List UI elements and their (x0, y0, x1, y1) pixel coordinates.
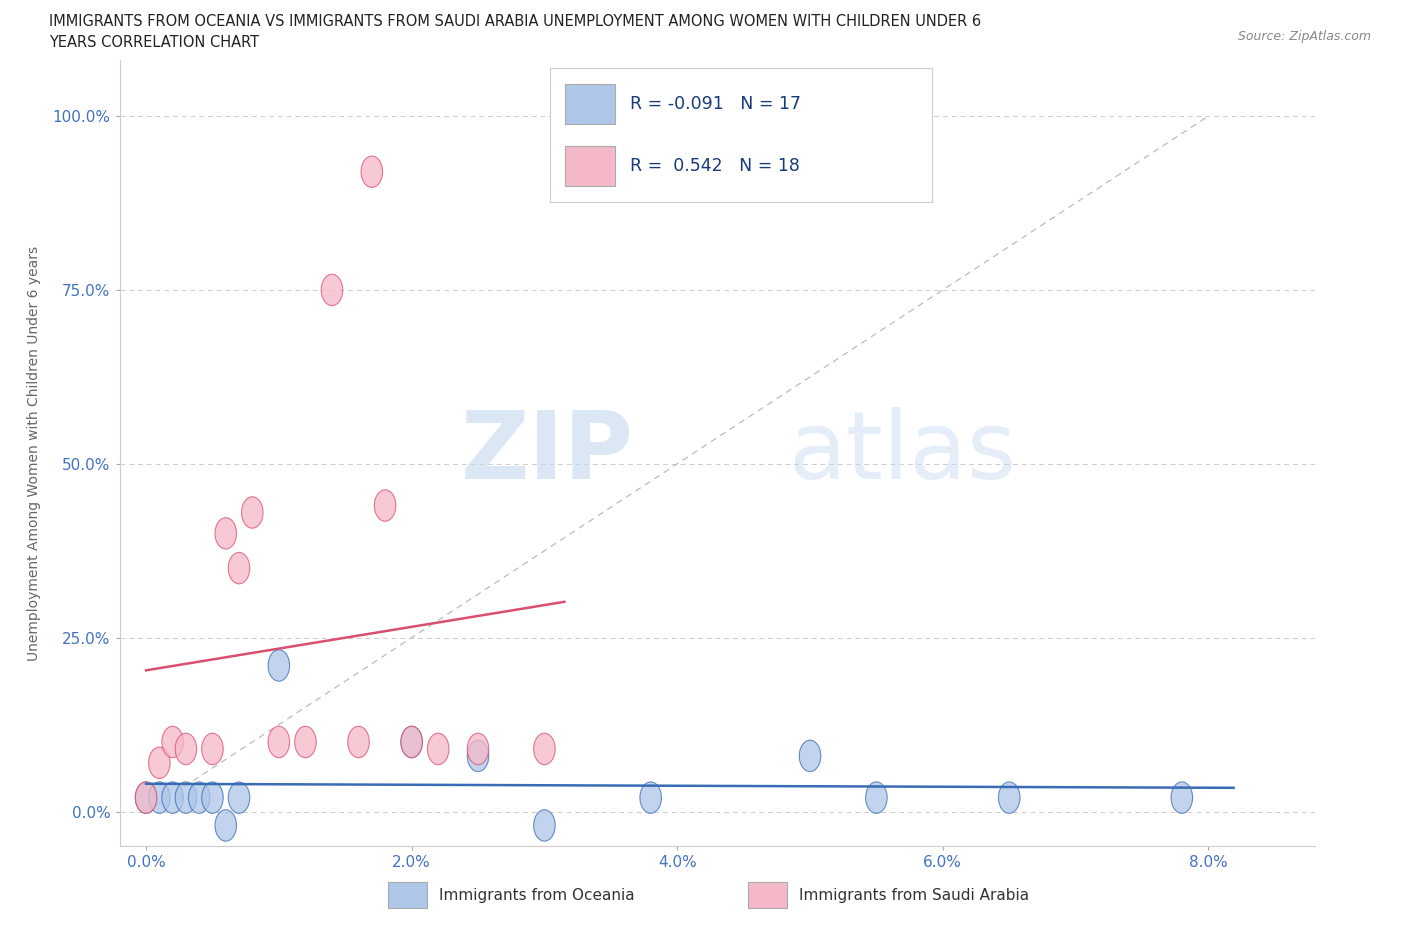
Ellipse shape (998, 782, 1019, 814)
Ellipse shape (467, 733, 489, 764)
Ellipse shape (321, 274, 343, 306)
Ellipse shape (427, 733, 449, 764)
Ellipse shape (149, 747, 170, 778)
Text: Immigrants from Oceania: Immigrants from Oceania (439, 887, 634, 903)
Ellipse shape (401, 726, 422, 758)
Bar (388, 883, 427, 908)
Ellipse shape (135, 782, 157, 814)
Ellipse shape (201, 782, 224, 814)
Text: ZIP: ZIP (461, 407, 633, 499)
Ellipse shape (1171, 782, 1192, 814)
Ellipse shape (162, 782, 183, 814)
Ellipse shape (149, 782, 170, 814)
Ellipse shape (347, 726, 370, 758)
Ellipse shape (866, 782, 887, 814)
Bar (748, 883, 787, 908)
Text: Source: ZipAtlas.com: Source: ZipAtlas.com (1237, 30, 1371, 43)
Ellipse shape (176, 782, 197, 814)
Ellipse shape (215, 518, 236, 549)
Ellipse shape (188, 782, 209, 814)
Text: YEARS CORRELATION CHART: YEARS CORRELATION CHART (49, 35, 259, 50)
Ellipse shape (201, 733, 224, 764)
Text: Immigrants from Saudi Arabia: Immigrants from Saudi Arabia (799, 887, 1029, 903)
Ellipse shape (228, 782, 250, 814)
Ellipse shape (135, 782, 157, 814)
Ellipse shape (361, 156, 382, 188)
Ellipse shape (269, 650, 290, 681)
Ellipse shape (242, 497, 263, 528)
Ellipse shape (534, 810, 555, 841)
Y-axis label: Unemployment Among Women with Children Under 6 years: Unemployment Among Women with Children U… (27, 246, 41, 661)
Ellipse shape (799, 740, 821, 772)
Ellipse shape (640, 782, 661, 814)
Ellipse shape (176, 733, 197, 764)
Ellipse shape (215, 810, 236, 841)
Ellipse shape (269, 726, 290, 758)
Ellipse shape (534, 733, 555, 764)
Ellipse shape (374, 490, 396, 521)
Text: atlas: atlas (789, 407, 1017, 499)
Ellipse shape (401, 726, 422, 758)
Ellipse shape (228, 552, 250, 584)
Text: IMMIGRANTS FROM OCEANIA VS IMMIGRANTS FROM SAUDI ARABIA UNEMPLOYMENT AMONG WOMEN: IMMIGRANTS FROM OCEANIA VS IMMIGRANTS FR… (49, 14, 981, 29)
Ellipse shape (467, 740, 489, 772)
Ellipse shape (295, 726, 316, 758)
Ellipse shape (162, 726, 183, 758)
